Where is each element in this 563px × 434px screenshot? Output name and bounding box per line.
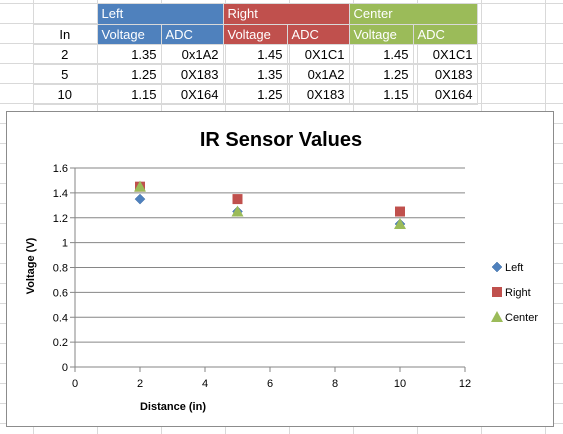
tick-labels: 0 0.2 0.4 0.6 0.8 1 1.2 1.4 1.6 0 2 4 6 8 10 12 [53,163,471,390]
center-voltage-cell[interactable]: 1.25 [349,64,414,85]
chart-title: IR Sensor Values [200,129,362,151]
y-tick-label: 1 [62,238,68,250]
group-header-left[interactable]: Left [97,4,224,25]
left-voltage-cell[interactable]: 1.15 [97,84,162,105]
right-adc-cell[interactable]: 0x1A2 [287,64,350,85]
legend-marker-right [492,287,502,297]
y-tick-label: 0.4 [53,312,68,324]
x-tick-label: 2 [137,378,143,390]
data-points [134,180,406,230]
data-point-center [134,180,146,192]
center-voltage-cell[interactable]: 1.15 [349,84,414,105]
center-adc-cell[interactable]: 0X1C1 [413,44,478,65]
y-tick-label: 0 [62,362,68,374]
x-tick-label: 4 [202,378,208,390]
legend: Left Right Center [491,261,538,324]
center-adc-cell[interactable]: 0X183 [413,64,478,85]
right-voltage-cell[interactable]: 1.35 [223,64,288,85]
legend-label-left: Left [505,262,523,274]
y-tick-label: 1.4 [53,188,68,200]
left-adc-cell[interactable]: 0X164 [161,84,224,105]
y-tick-label: 0.6 [53,287,68,299]
y-axis-label: Voltage (V) [25,237,37,294]
legend-marker-center [491,311,503,322]
table-row: 10 1.15 0X164 1.25 0X183 1.15 0X164 [33,84,478,105]
in-cell[interactable]: 10 [33,84,98,105]
data-point-right [232,194,243,205]
left-voltage-header[interactable]: Voltage [97,24,162,45]
legend-label-center: Center [505,312,538,324]
y-tick-label: 0.2 [53,337,68,349]
left-adc-cell[interactable]: 0x1A2 [161,44,224,65]
x-tick-label: 10 [394,378,406,390]
x-tick-label: 0 [72,378,78,390]
group-header-center[interactable]: Center [349,4,478,25]
x-axis-label: Distance (in) [140,401,206,413]
right-voltage-cell[interactable]: 1.25 [223,84,288,105]
data-point-center [394,217,406,229]
x-tick-label: 6 [267,378,273,390]
gridlines [75,167,465,343]
data-point-left [134,193,146,205]
center-voltage-cell[interactable]: 1.45 [349,44,414,65]
chart-canvas: IR Sensor Values 0 0.2 0.4 0.6 0.8 1 1.2 1.4 1.6… [25,129,538,413]
y-tick-label: 1.2 [53,213,68,225]
in-cell[interactable]: 5 [33,64,98,85]
table-row: 2 1.35 0x1A2 1.45 0X1C1 1.45 0X1C1 [33,44,478,65]
x-tick-label: 12 [459,378,471,390]
right-voltage-cell[interactable]: 1.45 [223,44,288,65]
axes [70,167,466,372]
left-adc-header[interactable]: ADC [161,24,224,45]
left-adc-cell[interactable]: 0X183 [161,64,224,85]
right-adc-cell[interactable]: 0X1C1 [287,44,350,65]
sensor-data-table: Left Right Center In Voltage ADC Voltage… [33,4,478,105]
x-tick-label: 8 [332,378,338,390]
legend-label-right: Right [505,287,531,299]
legend-marker-left [491,261,503,273]
right-adc-header[interactable]: ADC [287,24,350,45]
data-point-right [395,206,405,217]
right-voltage-header[interactable]: Voltage [223,24,288,45]
center-adc-cell[interactable]: 0X164 [413,84,478,105]
in-cell[interactable]: 2 [33,44,98,65]
y-tick-label: 0.8 [53,263,68,275]
center-voltage-header[interactable]: Voltage [349,24,414,45]
right-adc-cell[interactable]: 0X183 [287,84,350,105]
y-tick-label: 1.6 [53,163,68,175]
left-voltage-cell[interactable]: 1.35 [97,44,162,65]
left-voltage-cell[interactable]: 1.25 [97,64,162,85]
group-header-right[interactable]: Right [223,4,350,25]
sub-header-row: In Voltage ADC Voltage ADC Voltage ADC [33,24,478,45]
blank-cell[interactable] [33,4,98,25]
chart-area[interactable]: IR Sensor Values 0 0.2 0.4 0.6 0.8 1 1.2 1.4 1.6… [6,111,554,427]
data-point-center [231,205,244,217]
table-row: 5 1.25 0X183 1.35 0x1A2 1.25 0X183 [33,64,478,85]
center-adc-header[interactable]: ADC [413,24,478,45]
in-header[interactable]: In [33,24,98,45]
group-header-row: Left Right Center [33,4,478,25]
